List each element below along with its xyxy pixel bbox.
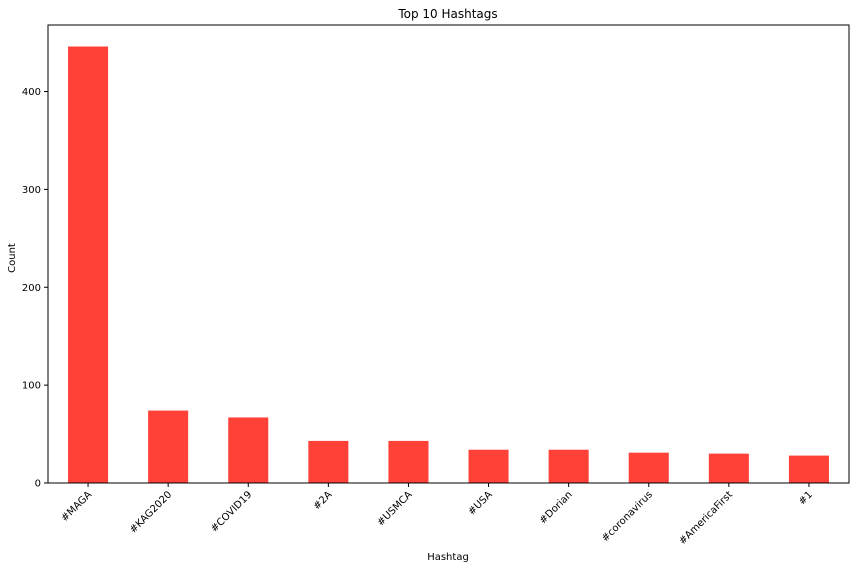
chart-title: Top 10 Hashtags	[397, 7, 497, 21]
bar-dorian	[548, 449, 589, 483]
plot-frame	[47, 24, 850, 484]
bar-americafirst	[708, 453, 749, 483]
x-tick-label: #COVID19	[209, 489, 254, 534]
plot-area	[47, 24, 850, 484]
x-tick-label: #KAG2020	[128, 489, 174, 535]
bar-coronavirus	[628, 452, 669, 483]
y-axis-label: Count	[7, 243, 18, 273]
x-tick-label: #USA	[466, 489, 494, 517]
x-tick-label: #Dorian	[538, 489, 575, 526]
x-tick-label: #1	[797, 489, 815, 507]
y-tick-label: 200	[22, 283, 41, 294]
bar-usa	[468, 449, 509, 483]
bar-2a	[308, 440, 349, 483]
x-axis-label: Hashtag	[427, 552, 469, 563]
bar-1	[788, 455, 829, 483]
x-tick-label: #USMCA	[375, 489, 414, 528]
x-tick-label: #MAGA	[59, 489, 94, 524]
x-tick-label: #coronavirus	[600, 489, 655, 544]
y-tick-label: 0	[35, 479, 41, 490]
x-tick-label: #2A	[311, 489, 334, 512]
x-axis: #MAGA #KAG2020 #COVID19 #2A #USMCA #USA #Doria…	[59, 483, 815, 547]
bar-usmca	[388, 440, 429, 483]
y-tick-label: 300	[22, 185, 41, 196]
bar-kag2020	[148, 410, 189, 483]
y-tick-label: 100	[22, 381, 41, 392]
y-axis: 0 100 200 300 400	[22, 87, 48, 490]
y-tick-label: 400	[22, 87, 41, 98]
x-tick-label: #AmericaFirst	[677, 489, 735, 547]
bar-maga	[68, 46, 109, 484]
bar-covid19	[228, 417, 269, 483]
